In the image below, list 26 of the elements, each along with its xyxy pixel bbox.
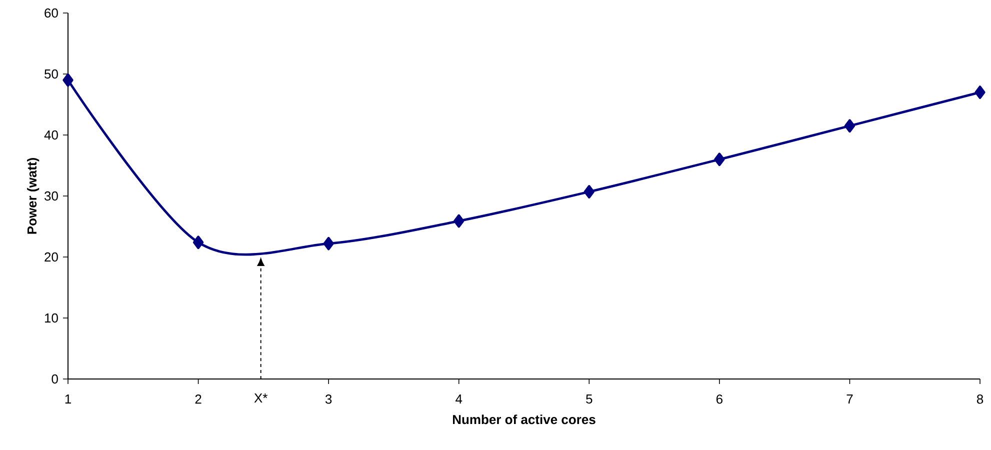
- x-axis-title: Number of active cores: [452, 414, 596, 424]
- x-tick-label: 1: [65, 394, 71, 404]
- x-tick-label: 7: [846, 394, 853, 404]
- x-tick-label: 3: [325, 394, 332, 404]
- point: [844, 119, 856, 133]
- y-tick-label: 50: [44, 69, 58, 79]
- y-axis-title: Power (watt): [27, 158, 40, 234]
- x-tick-label: 6: [716, 394, 722, 404]
- y-tick-label: 20: [44, 252, 58, 262]
- point: [584, 185, 594, 198]
- point: [454, 214, 464, 228]
- x-tick-label: 4: [456, 394, 462, 404]
- point: [323, 236, 334, 250]
- x-tick-label: 8: [976, 394, 984, 404]
- point: [974, 86, 986, 99]
- point: [62, 73, 74, 87]
- y-tick-label: 40: [44, 130, 58, 140]
- x-tick-label: 2: [195, 394, 202, 404]
- y-tick-label: 10: [44, 313, 58, 323]
- point: [714, 152, 725, 166]
- point: [192, 236, 204, 250]
- y-tick-label: 60: [44, 8, 58, 18]
- y-tick-label: 30: [44, 191, 58, 201]
- y-tick-label: 0: [52, 374, 58, 384]
- x-tick-label: 5: [586, 394, 592, 404]
- annotation: X*: [254, 394, 268, 402]
